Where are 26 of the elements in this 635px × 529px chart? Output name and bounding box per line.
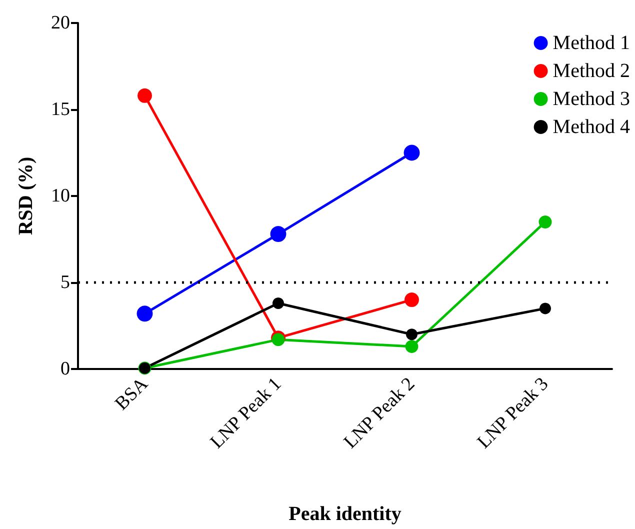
x-tick-label: LNP Peak 1 xyxy=(206,374,286,453)
legend-label: Method 3 xyxy=(552,88,630,110)
x-tick-label: LNP Peak 3 xyxy=(473,374,553,453)
x-tick-label: LNP Peak 2 xyxy=(340,374,420,453)
point xyxy=(404,292,419,308)
point xyxy=(272,298,284,310)
point xyxy=(538,215,552,228)
legend-label: Method 2 xyxy=(552,60,630,82)
y-tick-label: 5 xyxy=(60,272,70,293)
point xyxy=(404,144,420,161)
point xyxy=(540,302,551,314)
legend-label: Method 1 xyxy=(552,32,630,54)
point xyxy=(136,306,153,322)
y-axis-title: RSD (%) xyxy=(15,156,37,236)
point xyxy=(272,333,285,346)
point xyxy=(406,328,418,340)
x-axis-title: Peak identity xyxy=(288,503,402,525)
y-tick-label: 10 xyxy=(51,186,70,206)
y-tick-label: 15 xyxy=(51,99,70,120)
y-tick-label: 20 xyxy=(51,12,70,34)
point xyxy=(405,340,418,354)
legend-label: Method 4 xyxy=(552,116,630,138)
x-tick-label: BSA xyxy=(111,373,152,415)
y-tick-label: 0 xyxy=(60,358,70,380)
point xyxy=(270,226,286,242)
point xyxy=(138,88,152,103)
